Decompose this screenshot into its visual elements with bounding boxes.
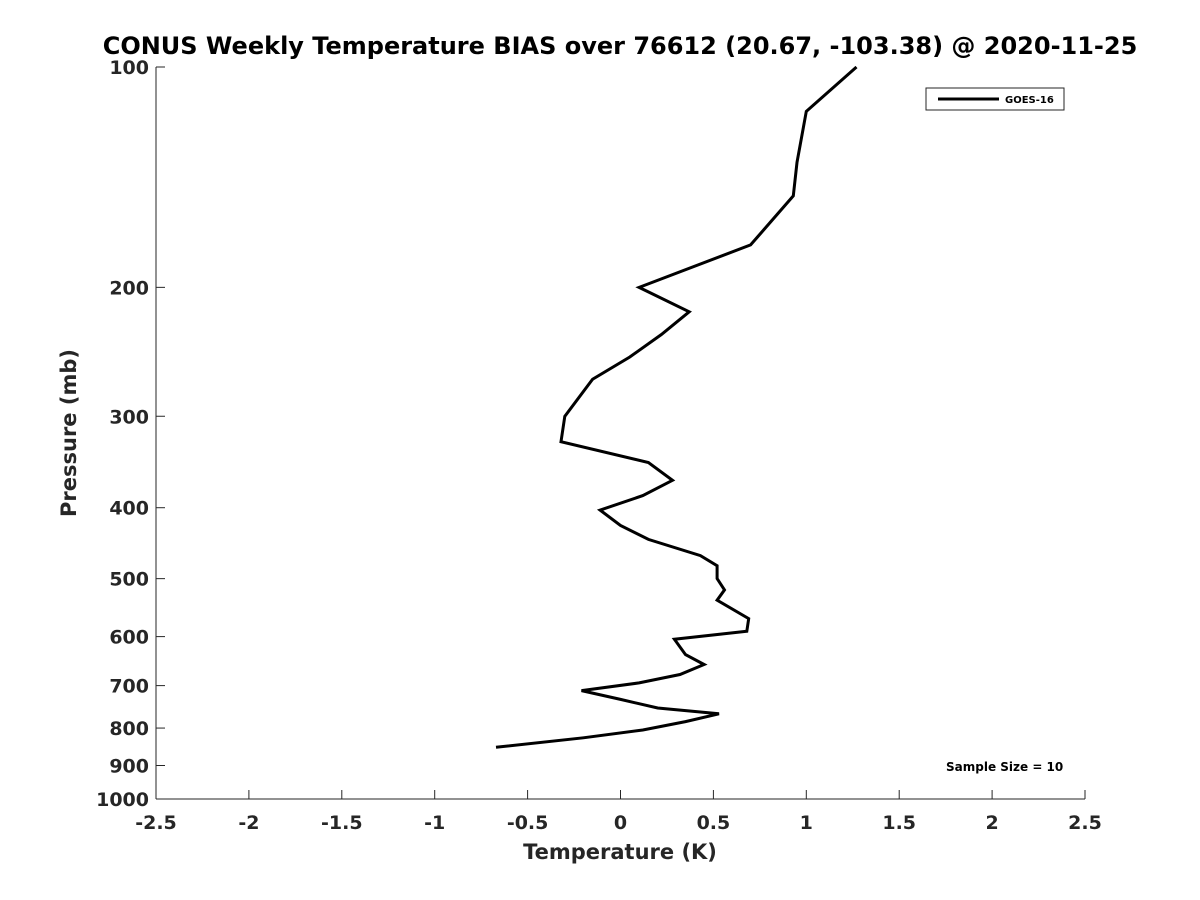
series-line-goes-16	[495, 65, 858, 749]
x-tick-label: -2.5	[135, 812, 177, 834]
x-tick-label: -1	[424, 812, 445, 834]
x-tick-label: 0.5	[697, 812, 731, 834]
x-ticks: -2.5 -2 -1.5 -1 -0.5 0 0.5 1 1.5 2 2.5	[135, 790, 1102, 834]
y-tick-label: 900	[109, 756, 149, 778]
y-tick-label: 700	[109, 676, 149, 698]
sample-size-annotation: Sample Size = 10	[946, 760, 1063, 774]
y-tick-label: 600	[109, 627, 149, 649]
y-axis-label: Pressure (mb)	[57, 349, 81, 517]
legend: GOES-16	[925, 87, 1065, 111]
y-tick-label: 200	[109, 277, 149, 299]
y-tick-label: 400	[109, 498, 149, 520]
chart-title: CONUS Weekly Temperature BIAS over 76612…	[103, 32, 1138, 60]
x-tick-label: 0	[614, 812, 627, 834]
x-tick-label: -1.5	[321, 812, 363, 834]
legend-label: GOES-16	[1005, 95, 1054, 106]
y-tick-label: 100	[109, 57, 149, 79]
x-tick-label: 2.5	[1068, 812, 1102, 834]
y-tick-label: 800	[109, 718, 149, 740]
y-tick-label: 1000	[96, 789, 149, 811]
x-tick-label: 2	[985, 812, 998, 834]
y-ticks: 100 200 300 400 500 600 700 800 900 1000	[96, 57, 165, 811]
x-axis-label: Temperature (K)	[523, 840, 717, 864]
x-tick-label: 1	[800, 812, 813, 834]
x-tick-label: -0.5	[507, 812, 549, 834]
x-tick-label: 1.5	[882, 812, 916, 834]
y-tick-label: 500	[109, 569, 149, 591]
x-tick-label: -2	[238, 812, 259, 834]
y-tick-label: 300	[109, 406, 149, 428]
